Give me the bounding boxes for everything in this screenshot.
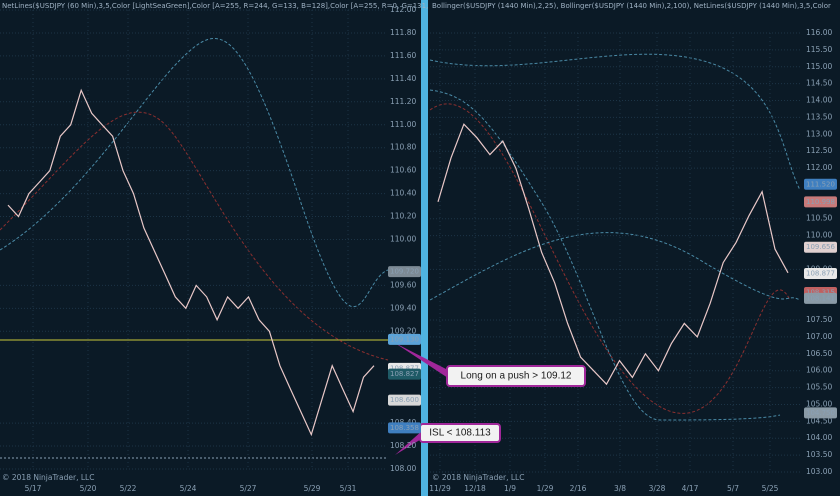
price-tag-label: 108.358: [390, 424, 419, 432]
x-tick-label: 5/7: [727, 484, 739, 493]
y-tick-label: 107.00: [806, 332, 832, 341]
panel-divider: [421, 0, 428, 496]
y-tick-label: 106.50: [806, 349, 832, 358]
band: [429, 89, 781, 421]
x-tick-label: 11/29: [429, 484, 451, 493]
x-tick-label: 5/20: [80, 484, 97, 493]
price-tag-label: 104.750: [806, 409, 835, 417]
y-tick-label: 115.00: [806, 62, 832, 71]
arrow: [395, 430, 423, 455]
price-tag: [804, 268, 837, 280]
price-tag: [388, 422, 421, 434]
y-tick-label: 113.00: [806, 129, 832, 138]
band: [0, 38, 389, 308]
price-tag-label: 109.656: [806, 243, 835, 251]
y-tick-label: 110.50: [806, 214, 832, 223]
y-tick-label: 109.40: [390, 303, 416, 312]
x-tick-label: 2/16: [570, 484, 587, 493]
x-tick-label: 5/24: [180, 484, 197, 493]
y-tick-label: 104.00: [806, 433, 832, 442]
y-tick-label: 105.00: [806, 399, 832, 408]
price-tag-label: 109.720: [390, 268, 419, 276]
y-tick-label: 110.00: [390, 235, 416, 244]
annotation: ISL < 108.113: [429, 428, 491, 439]
x-tick-label: 5/31: [340, 484, 357, 493]
y-tick-label: 114.00: [806, 96, 832, 105]
y-tick-label: 113.50: [806, 112, 832, 121]
copyright: © 2018 NinjaTrader, LLC: [2, 473, 94, 482]
arrow: [395, 343, 448, 378]
price-tag-label: 108.141: [806, 294, 835, 302]
x-tick-label: 3/28: [649, 484, 666, 493]
price-tag: [388, 266, 421, 278]
band: [0, 111, 389, 361]
price-line: [437, 123, 789, 386]
annotation-box: [446, 365, 586, 387]
y-tick-label: 108.20: [390, 441, 416, 450]
price-tag: [388, 394, 421, 406]
price-line: [7, 88, 375, 437]
y-tick-label: 111.60: [390, 51, 416, 60]
band: [429, 232, 801, 301]
y-tick-label: 109.60: [390, 280, 416, 289]
x-tick-label: 12/18: [464, 484, 486, 493]
y-tick-label: 109.20: [390, 326, 416, 335]
y-tick-label: 111.00: [390, 120, 416, 129]
panel-header: NetLines($USDJPY (60 Min),3,5,Color [Lig…: [2, 2, 428, 10]
annotation: Long on a push > 109.12: [461, 371, 572, 382]
y-tick-label: 105.50: [806, 383, 832, 392]
y-tick-label: 110.80: [390, 143, 416, 152]
price-tag: [804, 178, 837, 190]
price-tag: [804, 241, 837, 253]
x-tick-label: 5/25: [762, 484, 779, 493]
band: [429, 53, 801, 191]
y-tick-label: 111.20: [390, 97, 416, 106]
price-tag: [804, 407, 837, 419]
panel-header: Bollinger($USDJPY (1440 Min),2,25), Boll…: [432, 2, 831, 10]
price-tag-label: 111.520: [806, 180, 835, 188]
y-tick-label: 116.00: [806, 28, 832, 37]
y-tick-label: 110.00: [806, 231, 832, 240]
price-tag-label: 108.827: [390, 370, 419, 378]
y-tick-label: 112.00: [806, 163, 832, 172]
price-tag-label: 108.600: [390, 396, 419, 404]
x-tick-label: 4/17: [682, 484, 699, 493]
x-tick-label: 5/22: [120, 484, 137, 493]
x-tick-label: 3/8: [614, 484, 626, 493]
x-tick-label: 5/17: [25, 484, 42, 493]
y-tick-label: 103.00: [806, 467, 832, 476]
y-tick-label: 112.50: [806, 146, 832, 155]
y-tick-label: 104.50: [806, 416, 832, 425]
x-tick-label: 5/27: [240, 484, 257, 493]
price-tag: [804, 292, 837, 304]
x-tick-label: 5/29: [304, 484, 321, 493]
y-tick-label: 108.00: [390, 464, 416, 473]
price-tag: [388, 368, 421, 380]
y-tick-label: 103.50: [806, 450, 832, 459]
price-tag-label: 108.877: [806, 270, 835, 278]
price-tag: [388, 333, 421, 345]
y-tick-label: 106.00: [806, 366, 832, 375]
price-tag: [804, 196, 837, 208]
price-tag-label: 110.998: [806, 198, 835, 206]
y-tick-label: 107.50: [806, 315, 832, 324]
y-tick-label: 110.40: [390, 189, 416, 198]
x-tick-label: 1/29: [537, 484, 554, 493]
y-tick-label: 111.40: [390, 74, 416, 83]
price-tag-label: 109.130: [390, 335, 419, 343]
copyright: © 2018 NinjaTrader, LLC: [432, 473, 524, 482]
y-tick-label: 110.60: [390, 166, 416, 175]
y-tick-label: 114.50: [806, 79, 832, 88]
x-tick-label: 1/9: [504, 484, 516, 493]
y-tick-label: 115.50: [806, 45, 832, 54]
price-tag-label: 108.877: [390, 364, 419, 372]
y-tick-label: 110.20: [390, 212, 416, 221]
price-tag-label: 108.315: [806, 289, 835, 297]
y-tick-label: 112.00: [390, 5, 416, 14]
y-tick-label: 111.80: [390, 28, 416, 37]
